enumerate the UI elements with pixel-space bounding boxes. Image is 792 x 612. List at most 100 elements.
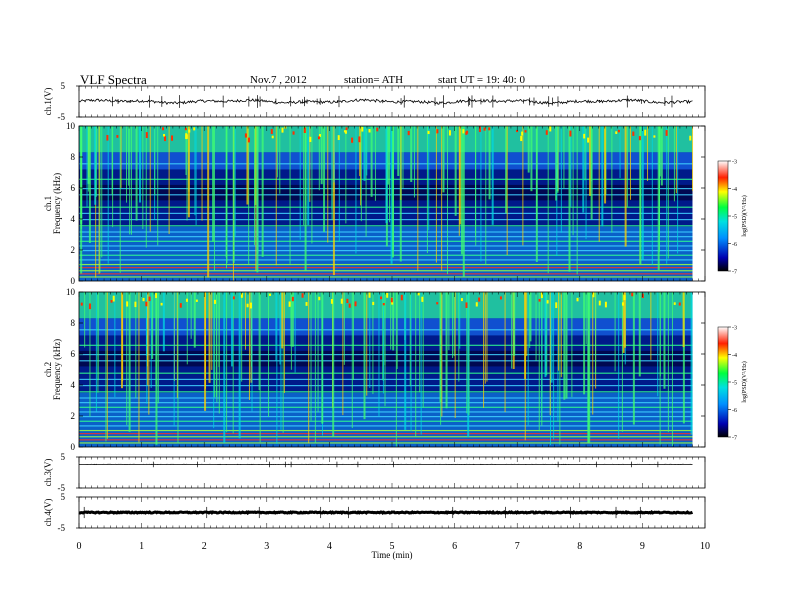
hot-speck [188,129,191,133]
hot-speck [162,127,165,131]
sferic-streak [397,126,400,177]
y-tick-label: 10 [66,287,76,297]
x-tick-label: 9 [640,541,645,552]
sferic-streak [128,126,130,186]
channel-label: ch.3(V) [43,459,53,487]
hot-speck [380,296,383,300]
hot-speck [110,300,113,303]
sferic-streak [671,292,673,446]
sferic-streak [638,292,641,377]
sferic-streak [440,292,442,425]
hot-speck [631,292,634,297]
hot-speck [303,127,306,134]
sferic-streak [150,292,152,388]
x-tick-label: 0 [77,541,82,552]
sferic-streak [157,126,159,246]
hot-speck [145,301,148,307]
sferic-streak [585,126,587,240]
sferic-streak [382,292,384,394]
sferic-streak [484,292,486,384]
hot-speck [195,299,198,302]
hot-speck [163,134,166,137]
sferic-streak [215,292,217,397]
hot-speck [126,301,129,307]
sferic-streak [211,292,213,370]
sferic-streak [345,126,347,224]
sferic-streak [250,292,252,367]
sferic-streak [241,292,243,382]
sferic-streak [248,126,250,265]
sferic-streak [389,126,391,223]
sferic-streak [390,126,393,264]
sferic-streak [560,292,562,378]
hot-speck [193,127,196,131]
tone-line [79,433,693,435]
waveform-line [78,509,694,516]
sferic-streak [307,126,310,226]
sferic-streak [280,292,282,430]
hot-speck [678,302,681,306]
sferic-streak [251,292,253,412]
hot-speck [330,299,333,304]
hot-speck [148,296,151,302]
hot-speck [382,302,385,306]
sferic-streak [168,126,170,235]
sferic-streak [120,126,122,188]
frequency-axis-label: Frequency (kHz) [52,173,62,234]
sferic-streak [213,292,215,398]
sferic-streak [385,126,388,224]
sferic-streak [585,292,587,344]
hot-speck [106,134,109,141]
sferic-streak [570,126,572,207]
sferic-streak [154,126,156,196]
hot-speck [521,131,524,136]
sferic-streak [396,292,398,369]
tone-line [79,372,693,374]
waveform-line [78,98,693,105]
hot-speck [358,136,361,143]
hot-speck [80,302,83,306]
hot-speck [475,302,478,307]
y-tick-label: 5 [61,81,66,91]
sferic-streak [402,126,404,189]
sferic-streak [225,126,227,258]
hot-speck [483,127,486,131]
sferic-streak [333,126,335,183]
sferic-streak [460,126,463,255]
sferic-streak [587,292,590,443]
hot-speck [240,293,243,298]
sferic-streak [303,126,305,226]
hot-speck [292,131,295,135]
hot-speck [555,302,558,309]
sferic-streak [80,126,82,230]
x-tick-label: 1 [139,541,144,552]
sferic-streak [446,126,448,275]
sferic-streak [139,126,142,203]
sferic-streak [409,292,411,387]
sferic-streak [466,292,468,414]
tone-line [79,259,693,261]
hot-speck [478,126,481,132]
sferic-streak [522,126,524,246]
sferic-streak [395,292,397,447]
sferic-streak [527,292,529,426]
hot-speck [478,297,481,302]
sferic-streak [392,126,394,250]
hot-speck [436,302,439,305]
tone-line [79,240,693,242]
hot-speck [673,302,676,305]
sferic-streak [559,292,561,445]
x-tick-label: 3 [264,541,269,552]
hot-speck [160,302,163,306]
colorbar-tick-label: -3 [732,326,737,332]
colorbar-tick-label: -7 [732,270,737,276]
sferic-streak [253,126,255,246]
hot-speck [407,130,410,136]
sferic-streak [544,292,547,378]
y-tick-label: 2 [71,245,76,255]
sferic-streak [314,292,316,444]
sferic-streak [234,126,236,237]
hot-speck [376,127,379,132]
sferic-streak [453,292,455,357]
